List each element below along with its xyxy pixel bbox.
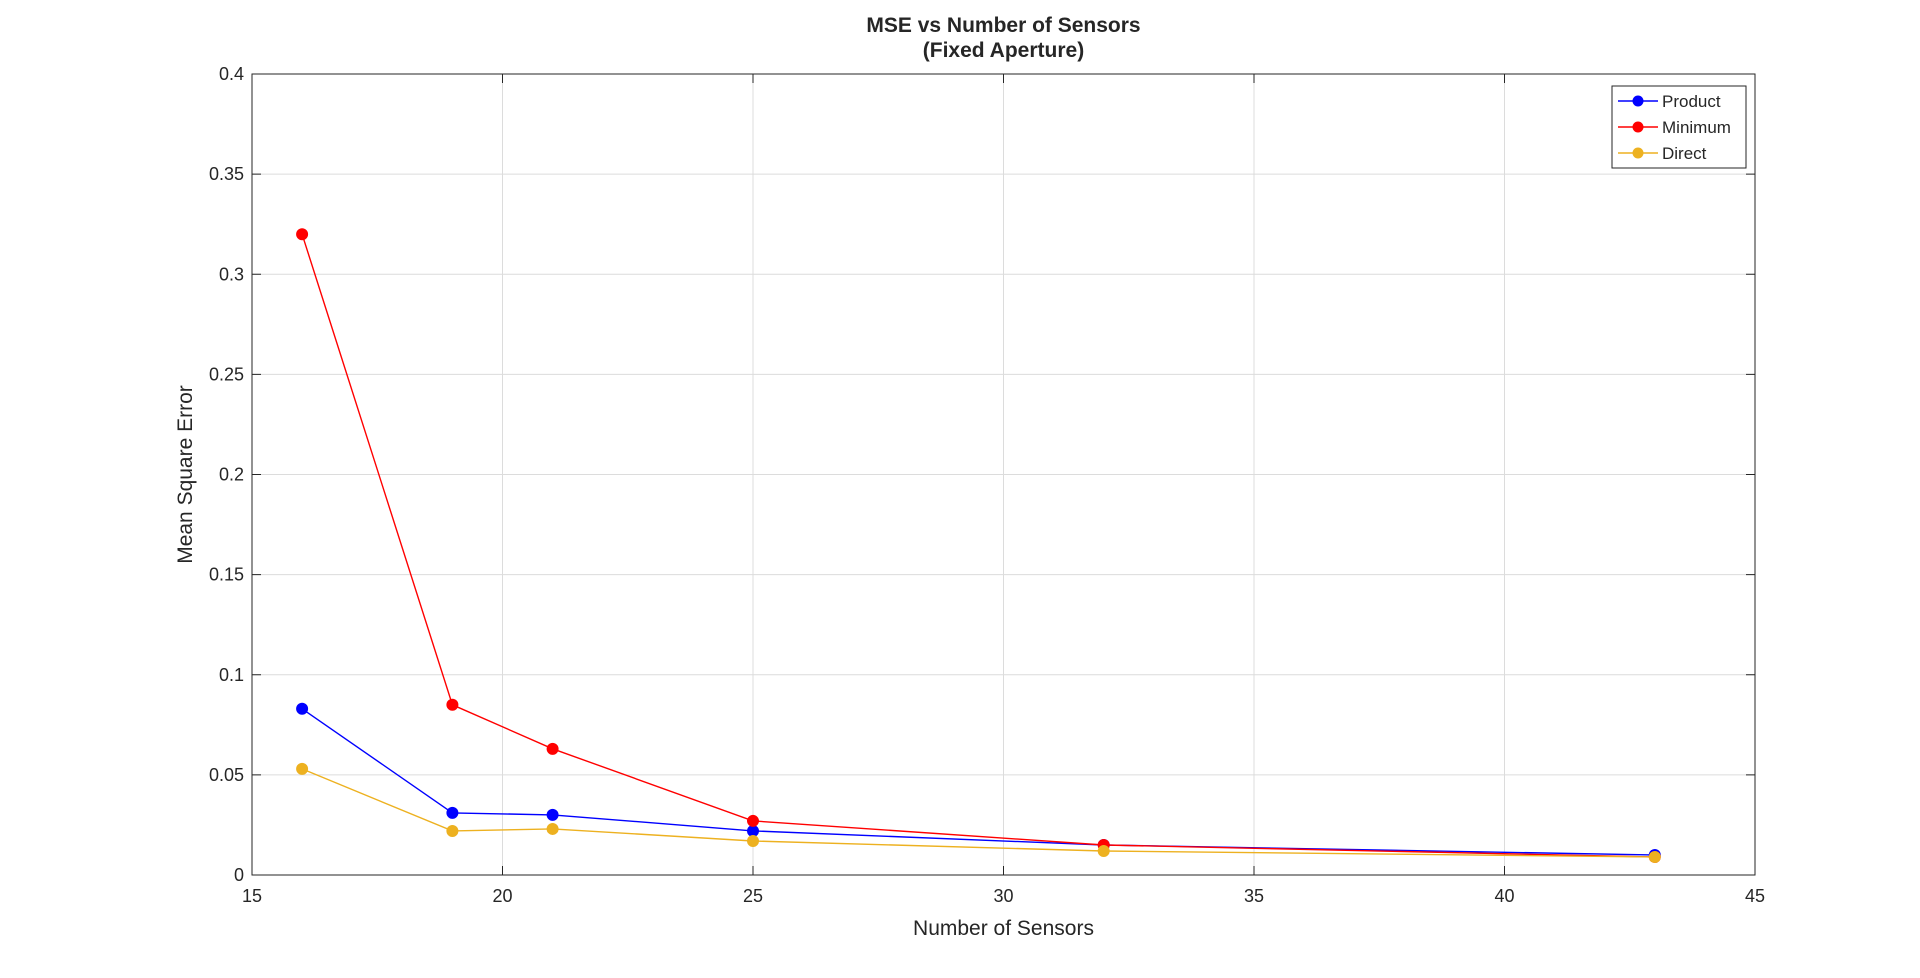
legend[interactable]: Product Minimum Direct xyxy=(1612,86,1746,168)
data-point-direct xyxy=(1098,845,1109,856)
legend-marker xyxy=(1633,148,1644,159)
data-point-minimum xyxy=(748,815,759,826)
data-point-direct xyxy=(297,763,308,774)
legend-label: Direct xyxy=(1662,144,1707,163)
data-point-minimum xyxy=(447,699,458,710)
data-point-minimum xyxy=(547,743,558,754)
y-tick-label: 0.05 xyxy=(209,765,244,785)
x-axis-label: Number of Sensors xyxy=(913,917,1094,940)
x-tick-label: 30 xyxy=(993,886,1013,906)
data-point-direct xyxy=(1649,851,1660,862)
x-tick-label: 15 xyxy=(242,886,262,906)
legend-label: Product xyxy=(1662,92,1721,111)
data-point-direct xyxy=(447,825,458,836)
legend-label: Minimum xyxy=(1662,118,1731,137)
y-tick-label: 0.25 xyxy=(209,364,244,384)
data-point-product xyxy=(748,825,759,836)
y-axis-label: Mean Square Error xyxy=(174,385,197,564)
x-tick-label: 25 xyxy=(743,886,763,906)
y-tick-label: 0.3 xyxy=(219,264,244,284)
y-tick-label: 0.4 xyxy=(219,64,244,84)
x-tick-label: 40 xyxy=(1494,886,1514,906)
legend-marker xyxy=(1633,122,1644,133)
y-tick-label: 0.2 xyxy=(219,465,244,485)
y-tick-label: 0.35 xyxy=(209,164,244,184)
legend-marker xyxy=(1633,96,1644,107)
data-point-direct xyxy=(547,823,558,834)
y-tick-label: 0.15 xyxy=(209,565,244,585)
data-point-product xyxy=(447,807,458,818)
data-point-product xyxy=(547,809,558,820)
x-tick-label: 45 xyxy=(1745,886,1765,906)
data-point-product xyxy=(297,703,308,714)
y-tick-label: 0 xyxy=(234,865,244,885)
y-tick-label: 0.1 xyxy=(219,665,244,685)
data-point-minimum xyxy=(297,229,308,240)
x-tick-label: 35 xyxy=(1244,886,1264,906)
chart-title: MSE vs Number of Sensors xyxy=(866,14,1140,37)
data-point-direct xyxy=(748,835,759,846)
chart-subtitle: (Fixed Aperture) xyxy=(923,39,1084,62)
x-tick-label: 20 xyxy=(492,886,512,906)
